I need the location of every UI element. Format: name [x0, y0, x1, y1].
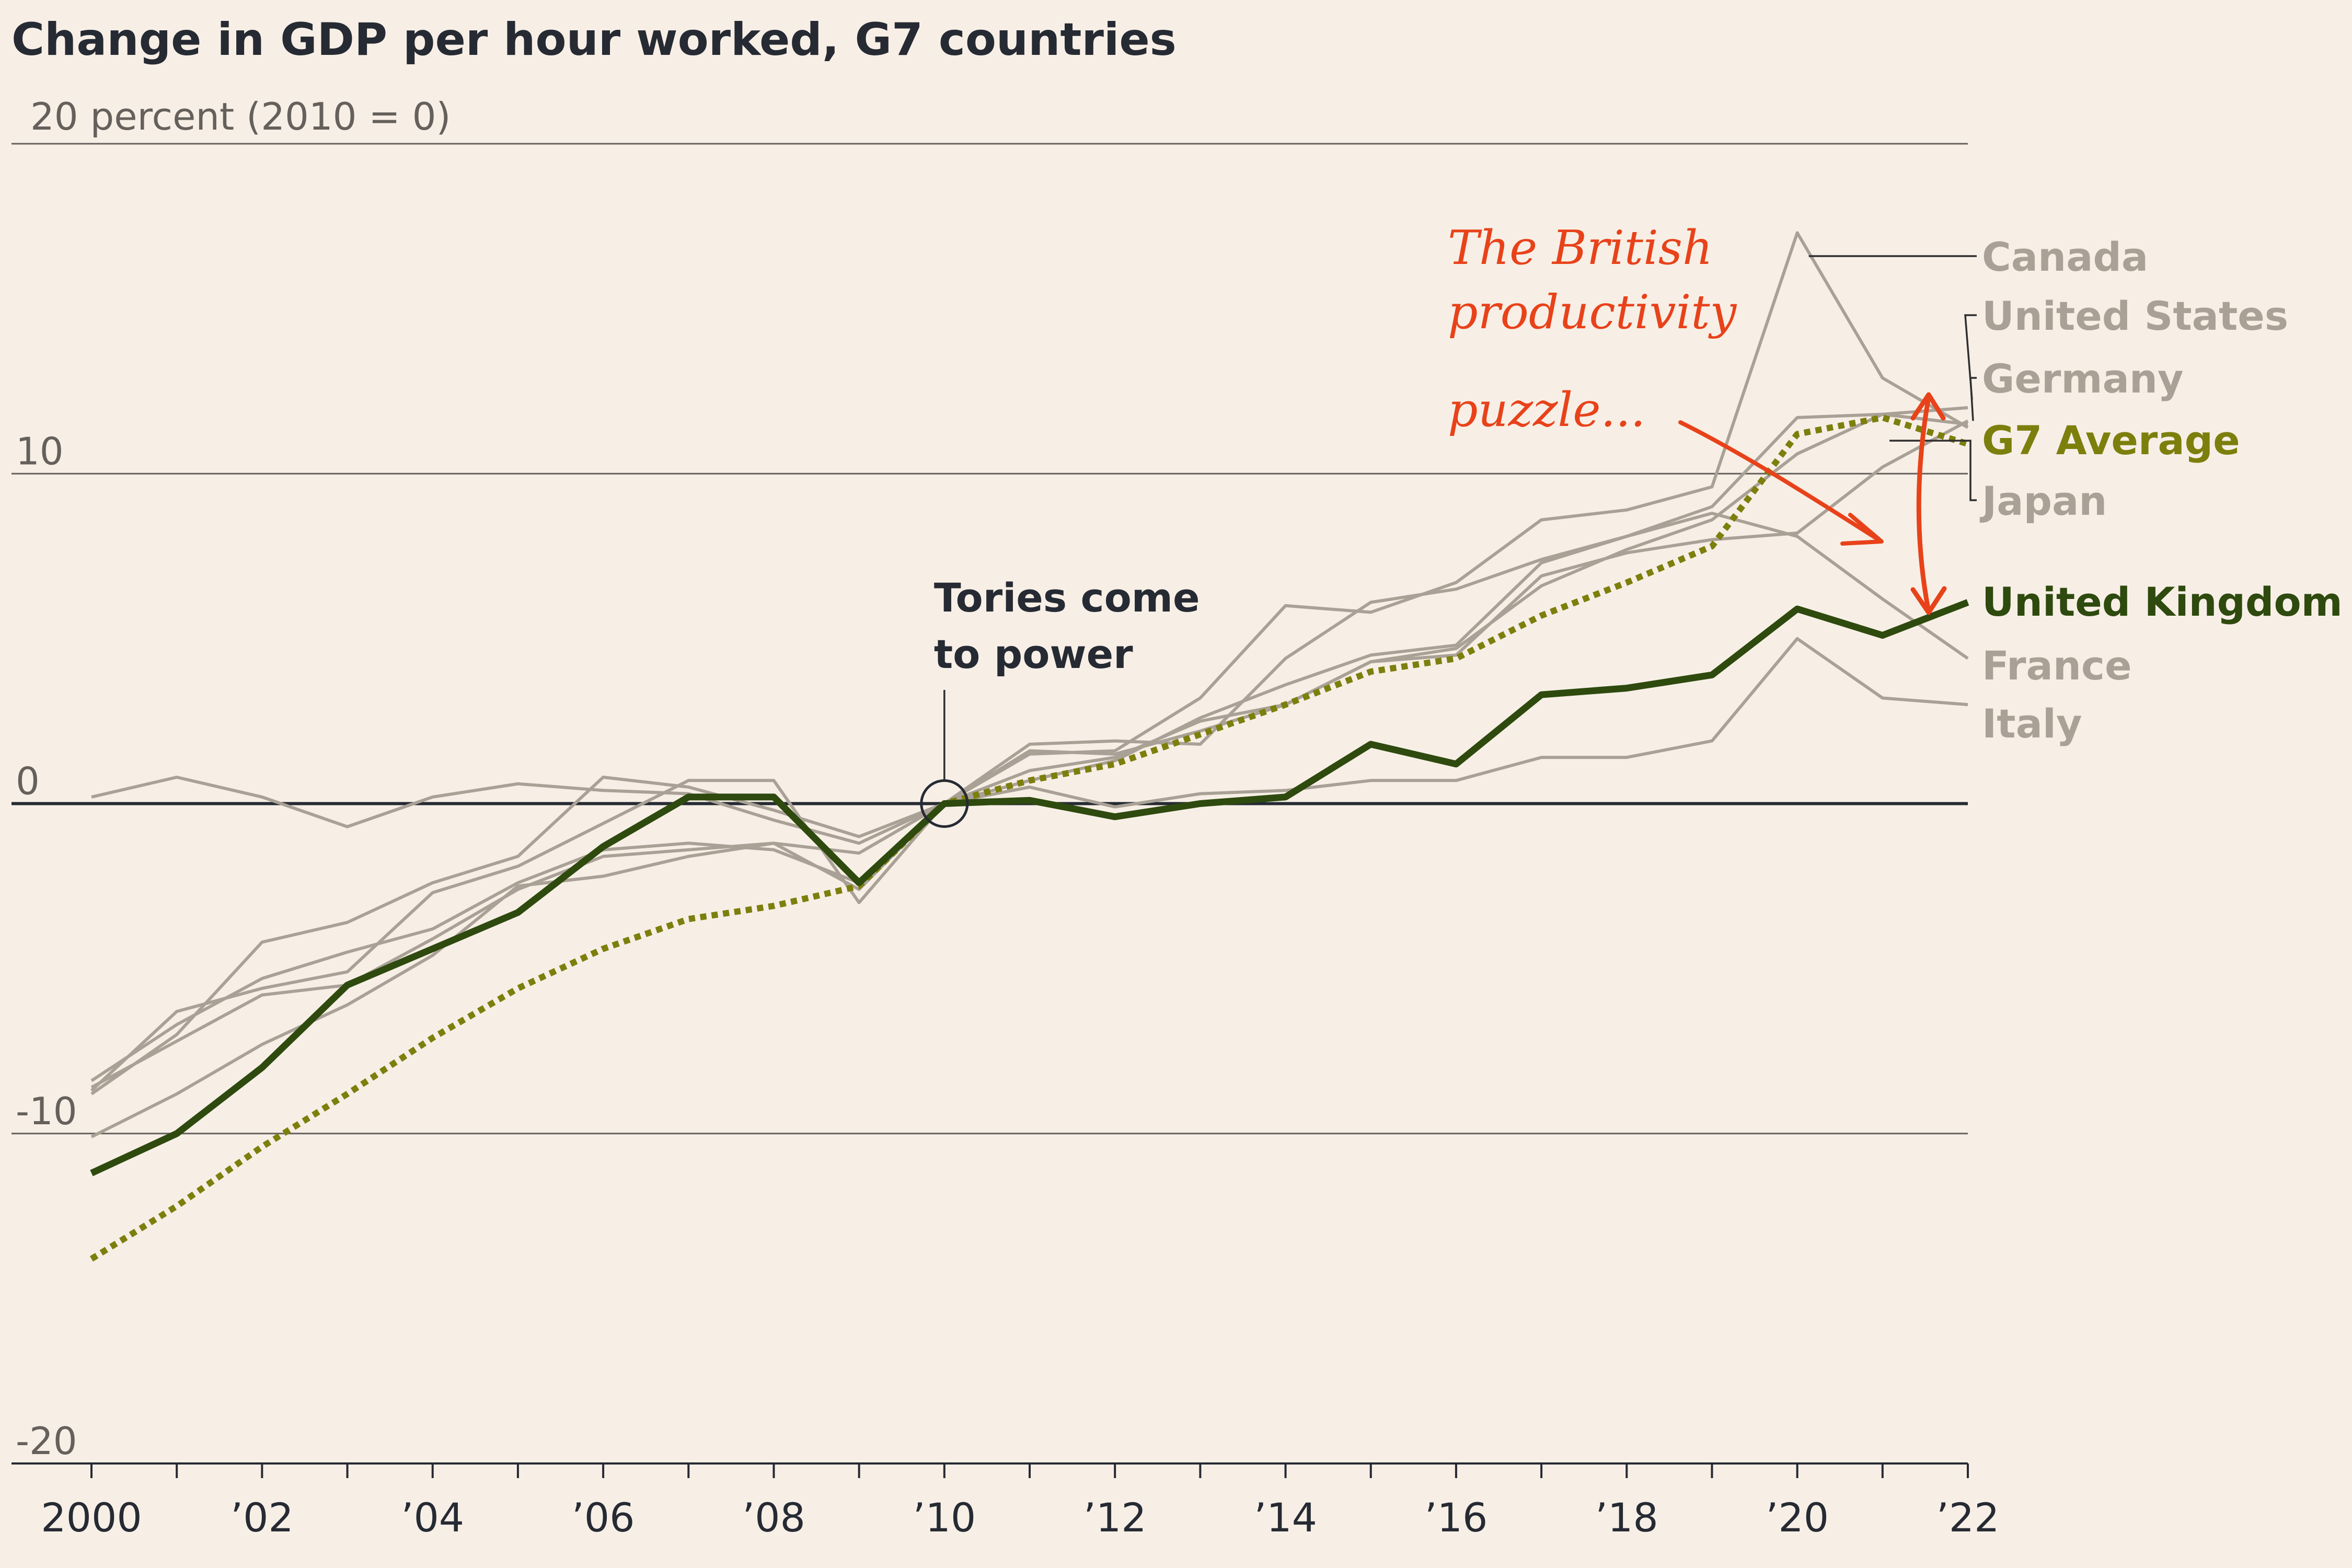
series-label-g7-average: G7 Average: [1982, 417, 2240, 464]
x-tick-label: ’22: [1936, 1494, 2000, 1541]
series-line-germany: [90, 419, 1969, 1082]
series-labels: Canada United States Germany G7 Average Japa…: [1979, 234, 2343, 747]
gap-double-arrow: [1916, 395, 1931, 614]
series-lines: [89, 231, 1969, 1262]
puzzle-annotation-line2: productivity: [1448, 285, 1737, 340]
x-tick-label: ’08: [742, 1494, 805, 1541]
x-tick-label: ’10: [913, 1494, 976, 1541]
series-line-g7-average: [89, 414, 1969, 1262]
leader-japan: [1889, 440, 1977, 501]
x-tick-label: ’06: [572, 1494, 635, 1541]
puzzle-annotation-line1: The British: [1448, 221, 1713, 275]
series-label-germany: Germany: [1982, 355, 2184, 402]
label-leaders: [1808, 255, 1977, 501]
y-unit-label: 20 percent (2010 = 0): [30, 95, 451, 139]
event-annotation-line2: to power: [934, 631, 1133, 677]
gap-arrowhead-bottom: [1910, 586, 1947, 615]
series-line-japan: [90, 412, 1968, 1089]
series-label-united-states: United States: [1982, 293, 2288, 339]
x-tick-label: ’14: [1254, 1494, 1317, 1541]
x-tick-label: 2000: [41, 1494, 142, 1541]
x-tick-label: ’20: [1766, 1494, 1829, 1541]
y-tick-label: 0: [16, 759, 40, 803]
leader-germany: [1969, 377, 1977, 421]
x-tick-label: ’02: [230, 1494, 294, 1541]
series-label-france: France: [1982, 642, 2132, 689]
y-tick-label: -10: [16, 1089, 77, 1133]
x-tick-label: ’18: [1595, 1494, 1658, 1541]
series-label-japan: Japan: [1979, 478, 2107, 524]
x-tick-label: ’16: [1424, 1494, 1488, 1541]
series-line-united-kingdom: [90, 599, 1969, 1177]
y-tick-labels: 10 0 -10 -20: [16, 429, 77, 1463]
event-annotation-line1: Tories come: [934, 574, 1200, 621]
y-tick-label: -20: [16, 1419, 77, 1463]
series-line-france: [90, 512, 1969, 1092]
series-label-italy: Italy: [1982, 700, 2082, 747]
event-marker: [920, 779, 969, 828]
series-line-canada: [90, 231, 1969, 1096]
x-tick-label: ’12: [1083, 1494, 1147, 1541]
leader-united-states: [1964, 314, 1977, 400]
x-tick-label: ’04: [401, 1494, 464, 1541]
puzzle-pointer-arrowhead: [1840, 513, 1884, 546]
gap-arrowhead-top: [1910, 392, 1946, 421]
series-label-united-kingdom: United Kingdom: [1982, 579, 2343, 625]
chart-title: Change in GDP per hour worked, G7 countr…: [11, 14, 1177, 66]
x-axis: 2000 ’02 ’04 ’06 ’08 ’10 ’12 ’14 ’16 ’18 ’20 ’22: [11, 1462, 2000, 1541]
series-line-italy: [91, 637, 1968, 845]
series-label-canada: Canada: [1982, 234, 2148, 280]
puzzle-pointer-arrow: [1678, 420, 1878, 540]
y-tick-label: 10: [16, 429, 64, 473]
puzzle-annotation-line3: puzzle...: [1448, 383, 1645, 437]
